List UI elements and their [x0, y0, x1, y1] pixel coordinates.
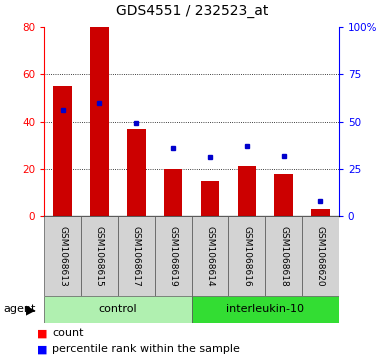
Text: GSM1068615: GSM1068615 — [95, 225, 104, 286]
Text: GSM1068617: GSM1068617 — [132, 225, 141, 286]
Text: agent: agent — [4, 305, 36, 314]
Bar — [90, 27, 109, 216]
Bar — [238, 166, 256, 216]
Bar — [44, 216, 81, 296]
Bar — [164, 169, 182, 216]
Bar — [155, 216, 192, 296]
Text: interleukin-10: interleukin-10 — [226, 305, 304, 314]
Bar — [127, 129, 146, 216]
Text: GSM1068613: GSM1068613 — [58, 225, 67, 286]
Text: count: count — [52, 328, 84, 338]
Text: GSM1068620: GSM1068620 — [316, 225, 325, 286]
Text: ▶: ▶ — [26, 303, 35, 316]
Bar — [81, 216, 118, 296]
Text: ■: ■ — [37, 344, 47, 354]
Text: percentile rank within the sample: percentile rank within the sample — [52, 344, 240, 354]
Bar — [265, 216, 302, 296]
Bar — [201, 180, 219, 216]
Text: control: control — [99, 305, 137, 314]
Bar — [275, 174, 293, 216]
Bar — [118, 216, 155, 296]
Bar — [192, 296, 339, 323]
Bar — [311, 209, 330, 216]
Bar — [192, 216, 228, 296]
Bar — [44, 296, 192, 323]
Text: GSM1068616: GSM1068616 — [242, 225, 251, 286]
Bar — [54, 86, 72, 216]
Text: ■: ■ — [37, 328, 47, 338]
Text: GSM1068619: GSM1068619 — [169, 225, 177, 286]
Bar — [228, 216, 265, 296]
Text: GSM1068618: GSM1068618 — [279, 225, 288, 286]
Text: GSM1068614: GSM1068614 — [206, 225, 214, 286]
Bar — [302, 216, 339, 296]
Text: GDS4551 / 232523_at: GDS4551 / 232523_at — [116, 4, 269, 18]
